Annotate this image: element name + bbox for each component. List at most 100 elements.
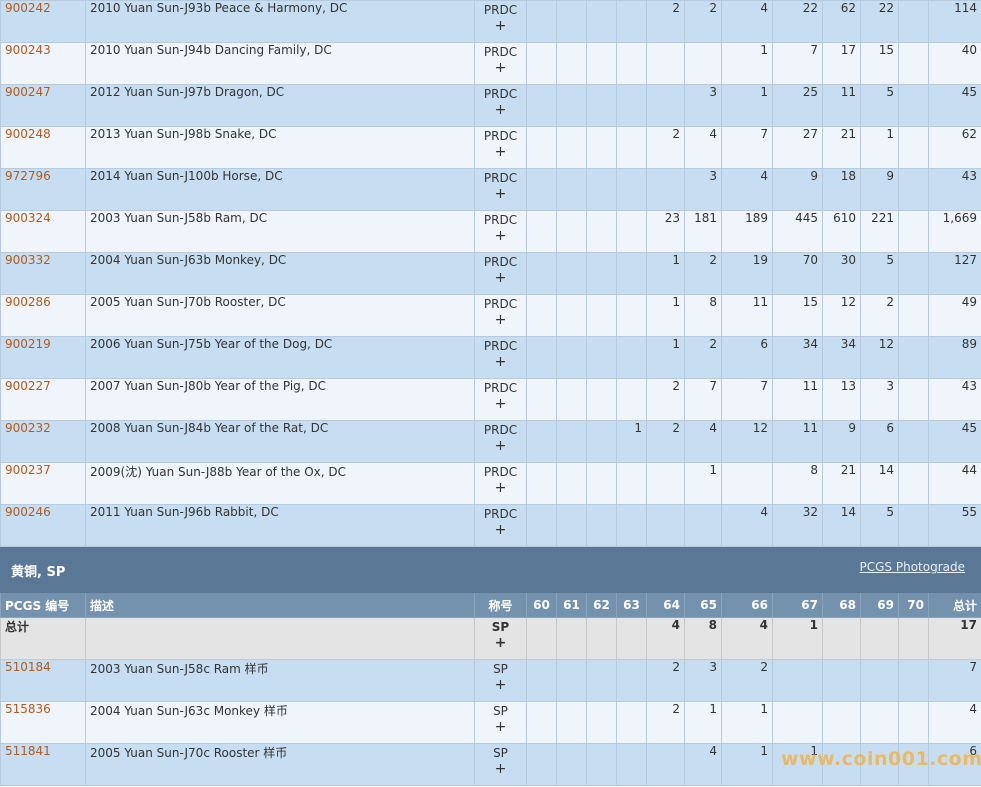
photograde-link[interactable]: PCGS Photograde: [859, 560, 965, 574]
pcgs-number-link[interactable]: 900237: [5, 463, 51, 478]
column-header-grade[interactable]: 65: [684, 592, 722, 618]
pcgs-number-cell: 515836: [0, 701, 86, 744]
grade-count-cell: [586, 84, 617, 127]
pcgs-number-link[interactable]: 900246: [5, 505, 51, 520]
plus-icon[interactable]: +: [494, 396, 507, 412]
plus-icon[interactable]: +: [494, 18, 507, 34]
pcgs-number-link[interactable]: 510184: [5, 660, 51, 675]
pcgs-number-link[interactable]: 900232: [5, 421, 51, 436]
pcgs-number-link[interactable]: 900242: [5, 1, 51, 16]
plus-icon[interactable]: +: [494, 354, 507, 370]
column-header-grade[interactable]: 63: [616, 592, 647, 618]
grade-count-cell: [526, 210, 557, 253]
grade-count-cell: 11: [721, 294, 773, 337]
designation-label: PRDC: [483, 339, 518, 353]
pcgs-number-link[interactable]: 511841: [5, 744, 51, 759]
description-cell: 2014 Yuan Sun-J100b Horse, DC: [85, 168, 475, 211]
table-row: 515836 2004 Yuan Sun-J63c Monkey 样币 SP +2 1 1…: [0, 701, 981, 744]
pcgs-number-link[interactable]: 515836: [5, 702, 51, 717]
pcgs-number-link[interactable]: 900248: [5, 127, 51, 142]
table-row: 900246 2011 Yuan Sun-J96b Rabbit, DC PRDC +…: [0, 504, 981, 547]
grade-count-cell: 610: [822, 210, 861, 253]
plus-icon[interactable]: +: [494, 438, 507, 454]
grade-count-cell: [898, 252, 929, 295]
grade-count-cell: 2: [646, 0, 685, 43]
grade-count-cell: [616, 210, 647, 253]
column-header-grade[interactable]: 64: [646, 592, 685, 618]
pcgs-number-cell: 900248: [0, 126, 86, 169]
plus-icon[interactable]: +: [494, 635, 507, 651]
plus-icon[interactable]: +: [494, 480, 507, 496]
grade-count-cell: [586, 0, 617, 43]
plus-icon[interactable]: +: [494, 60, 507, 76]
plus-icon[interactable]: +: [494, 144, 507, 160]
pcgs-number-link[interactable]: 900219: [5, 337, 51, 352]
grade-count-cell: [898, 294, 929, 337]
pcgs-number-link[interactable]: 900243: [5, 43, 51, 58]
column-header-total[interactable]: 总计: [928, 592, 981, 618]
column-header-grade[interactable]: 66: [721, 592, 773, 618]
grade-count-cell: 1: [684, 701, 722, 744]
plus-icon[interactable]: +: [494, 270, 507, 286]
designation-label: SP: [493, 704, 508, 718]
grade-count-cell: 1: [772, 743, 823, 786]
column-header-grade[interactable]: 69: [860, 592, 899, 618]
pcgs-number-link[interactable]: 900227: [5, 379, 51, 394]
plus-icon[interactable]: +: [494, 522, 507, 538]
table-row: 900242 2010 Yuan Sun-J93b Peace & Harmony…: [0, 0, 981, 43]
grade-count-cell: 2: [646, 126, 685, 169]
plus-icon[interactable]: +: [494, 677, 507, 693]
plus-icon[interactable]: +: [494, 102, 507, 118]
designation-label: PRDC: [483, 423, 518, 437]
pcgs-number-cell: 972796: [0, 168, 86, 211]
plus-icon[interactable]: +: [494, 186, 507, 202]
plus-icon[interactable]: +: [494, 761, 507, 777]
grade-count-cell: [556, 126, 587, 169]
column-header-grade[interactable]: 68: [822, 592, 861, 618]
grade-count-cell: [526, 168, 557, 211]
grade-count-cell: 22: [772, 0, 823, 43]
pcgs-number-link[interactable]: 900286: [5, 295, 51, 310]
grade-count-cell: 4: [684, 126, 722, 169]
total-grade-count-cell: [898, 617, 929, 660]
description-cell: 2006 Yuan Sun-J75b Year of the Dog, DC: [85, 336, 475, 379]
column-header-description[interactable]: 描述: [85, 592, 475, 618]
description-cell: 2005 Yuan Sun-J70c Rooster 样币: [85, 743, 475, 786]
table-row: 900332 2004 Yuan Sun-J63b Monkey, DC PRDC +…: [0, 252, 981, 295]
grade-count-cell: [556, 701, 587, 744]
column-header-grade[interactable]: 62: [586, 592, 617, 618]
grade-count-cell: 7: [772, 42, 823, 85]
grade-count-cell: 3: [684, 659, 722, 702]
pcgs-number-link[interactable]: 900247: [5, 85, 51, 100]
grade-count-cell: 2: [860, 294, 899, 337]
grade-count-cell: 9: [772, 168, 823, 211]
plus-icon[interactable]: +: [494, 719, 507, 735]
column-header-grade[interactable]: 70: [898, 592, 929, 618]
grade-count-cell: 27: [772, 126, 823, 169]
pcgs-number-link[interactable]: 900324: [5, 211, 51, 226]
pcgs-number-link[interactable]: 972796: [5, 169, 51, 184]
plus-icon[interactable]: +: [494, 228, 507, 244]
grade-count-cell: 1: [616, 420, 647, 463]
grade-count-cell: [646, 42, 685, 85]
pcgs-number-cell: 900242: [0, 0, 86, 43]
plus-icon[interactable]: +: [494, 312, 507, 328]
column-header-pcgs[interactable]: PCGS 编号: [0, 592, 86, 618]
pcgs-number-link[interactable]: 900332: [5, 253, 51, 268]
grade-count-cell: 189: [721, 210, 773, 253]
column-header-grade[interactable]: 67: [772, 592, 823, 618]
grade-count-cell: [526, 336, 557, 379]
total-grade-count-cell: [860, 617, 899, 660]
grade-count-cell: [898, 0, 929, 43]
grade-count-cell: [616, 504, 647, 547]
column-header-designation[interactable]: 称号: [474, 592, 527, 618]
grade-count-cell: [646, 743, 685, 786]
grade-count-cell: 5: [860, 252, 899, 295]
total-grade-count-cell: 4: [646, 617, 685, 660]
grade-count-cell: [898, 126, 929, 169]
grade-count-cell: 2: [684, 0, 722, 43]
column-header-grade[interactable]: 60: [526, 592, 557, 618]
column-header-grade[interactable]: 61: [556, 592, 587, 618]
description-cell: 2013 Yuan Sun-J98b Snake, DC: [85, 126, 475, 169]
